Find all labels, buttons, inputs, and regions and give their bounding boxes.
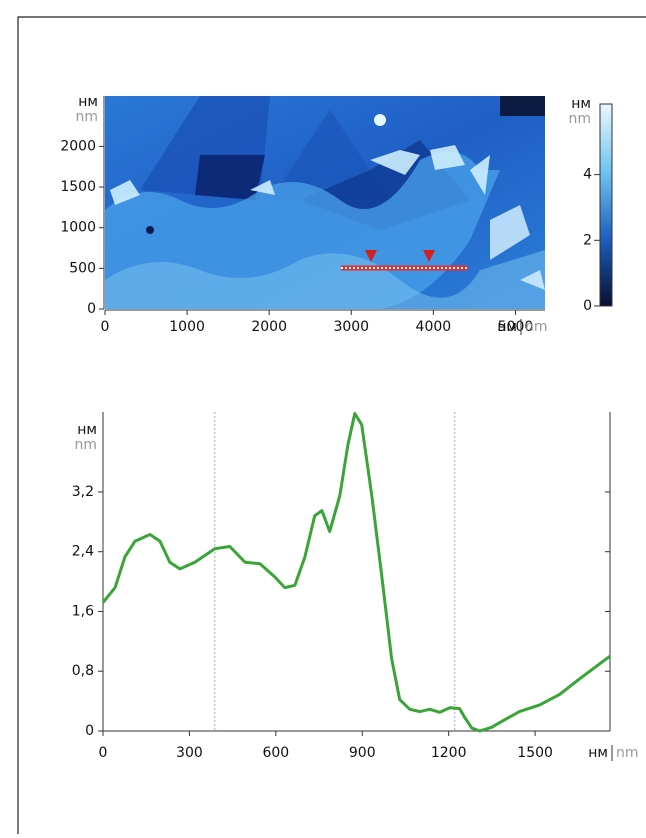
unit-ru: нм: [588, 745, 608, 761]
x-tick-label: 3000: [333, 319, 369, 335]
unit-ru: нм: [77, 422, 97, 438]
y-tick-label: 3,2: [72, 484, 94, 500]
unit-ru: нм: [571, 96, 591, 112]
y-tick-label: 1500: [60, 179, 96, 195]
afm-image: [105, 96, 545, 309]
profile-line: [341, 250, 468, 271]
profile-curve: [101, 412, 611, 733]
y-tick-label: 2000: [60, 138, 96, 154]
unit-en: nm: [74, 437, 97, 453]
y-tick-label: 0,8: [72, 663, 94, 679]
x-tick-label: 1200: [431, 745, 467, 761]
y-tick-label: 1,6: [72, 603, 94, 619]
x-tick-label: 600: [262, 745, 289, 761]
unit-en: nm: [568, 111, 591, 127]
unit-en: nm: [75, 109, 98, 125]
x-tick-label: 0: [101, 319, 110, 335]
y-tick-label: 1000: [60, 220, 96, 236]
frame: [17, 16, 646, 834]
y-tick-label: 0: [87, 301, 96, 317]
x-tick-label: 2000: [251, 319, 287, 335]
unit-ru: нм: [78, 94, 98, 110]
y-tick-label: 500: [69, 260, 96, 276]
unit-en: nm: [616, 745, 639, 761]
y-tick-label: 0: [85, 723, 94, 739]
x-tick-label: 900: [349, 745, 376, 761]
colorbar-tick-label: 4: [583, 167, 592, 183]
x-tick-label: 1000: [169, 319, 205, 335]
x-tick-label: 5000: [498, 319, 534, 335]
unit-en: nm: [525, 319, 548, 335]
colorbar-tick-label: 0: [583, 298, 592, 314]
unit-ru: нм: [497, 319, 517, 335]
colorbar-tick-label: 2: [583, 232, 592, 248]
x-tick-label: 4000: [416, 319, 452, 335]
colorbar: [599, 103, 613, 307]
x-tick-label: 300: [176, 745, 203, 761]
y-tick-label: 2,4: [72, 544, 94, 560]
x-tick-label: 1500: [517, 745, 553, 761]
x-tick-label: 0: [99, 745, 108, 761]
